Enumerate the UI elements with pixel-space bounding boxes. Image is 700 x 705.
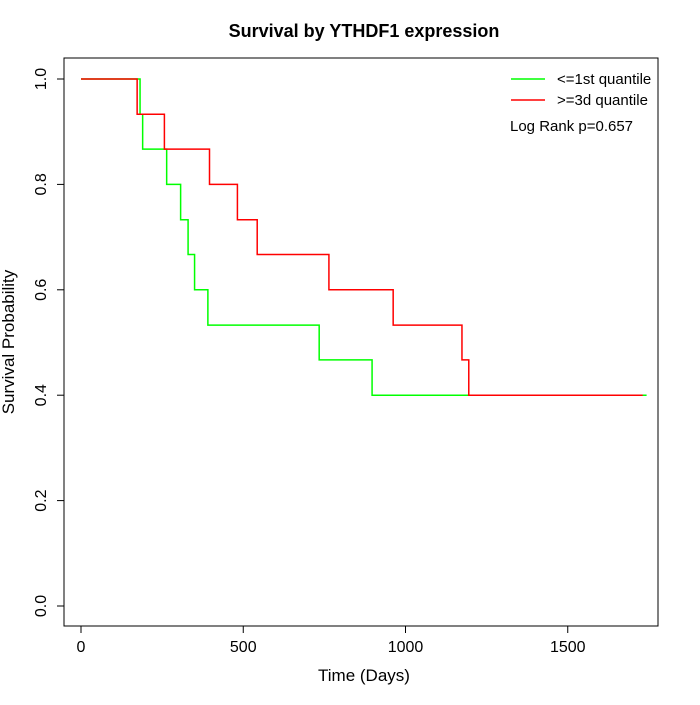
y-axis-label: Survival Probability	[0, 269, 18, 414]
y-tick-label: 0.4	[33, 384, 50, 406]
x-tick-label: 500	[230, 639, 257, 656]
legend-label-high: >=3d quantile	[557, 92, 648, 109]
y-tick-label: 0.0	[33, 595, 50, 617]
y-tick-label: 0.2	[33, 489, 50, 511]
y-tick-label: 0.6	[33, 279, 50, 301]
x-tick-label: 1000	[388, 639, 424, 656]
legend-label-low: <=1st quantile	[557, 71, 651, 88]
survival-curve-1	[81, 78, 643, 396]
x-tick-label: 1500	[550, 639, 586, 656]
plot-frame	[63, 57, 659, 627]
x-axis: 0 500 1000 1500	[77, 626, 586, 656]
x-tick-label: 0	[77, 639, 86, 656]
chart-title: Survival by YTHDF1 expression	[229, 21, 500, 41]
survival-curve-0	[81, 78, 647, 396]
y-axis: 0.0 0.2 0.4 0.6 0.8 1.0	[33, 68, 64, 617]
log-rank-annotation: Log Rank p=0.657	[510, 118, 633, 135]
series-group	[81, 78, 647, 396]
legend: <=1st quantile >=3d quantile	[511, 71, 651, 109]
y-tick-label: 0.8	[33, 173, 50, 195]
y-tick-label: 1.0	[33, 68, 50, 90]
x-axis-label: Time (Days)	[318, 666, 410, 685]
